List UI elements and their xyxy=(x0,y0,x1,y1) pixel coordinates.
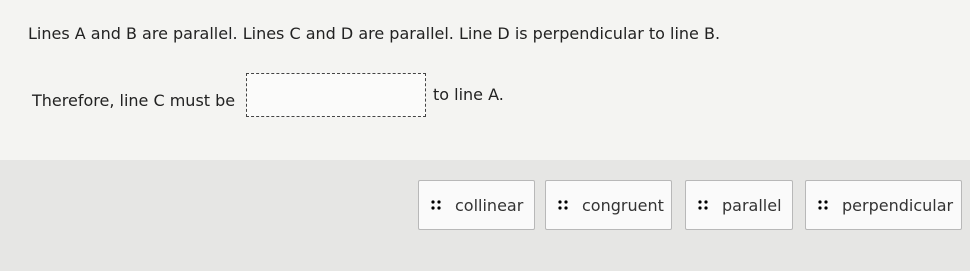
grip-icon xyxy=(431,200,441,210)
option-label: collinear xyxy=(455,195,524,215)
option-tile[interactable]: congruent xyxy=(545,180,672,230)
option-tile[interactable]: perpendicular xyxy=(805,180,962,230)
prompt-before: Therefore, line C must be xyxy=(32,91,236,110)
option-tile[interactable]: collinear xyxy=(418,180,535,230)
option-tile[interactable]: parallel xyxy=(685,180,793,230)
prompt-after: to line A. xyxy=(433,85,504,104)
question-text: Lines A and B are parallel. Lines C and … xyxy=(28,24,721,43)
grip-icon xyxy=(698,200,708,210)
option-label: congruent xyxy=(582,195,664,215)
option-label: parallel xyxy=(722,195,782,215)
grip-icon xyxy=(558,200,568,210)
answer-drop-zone[interactable] xyxy=(246,73,426,117)
option-label: perpendicular xyxy=(842,195,954,215)
grip-icon xyxy=(818,200,828,210)
